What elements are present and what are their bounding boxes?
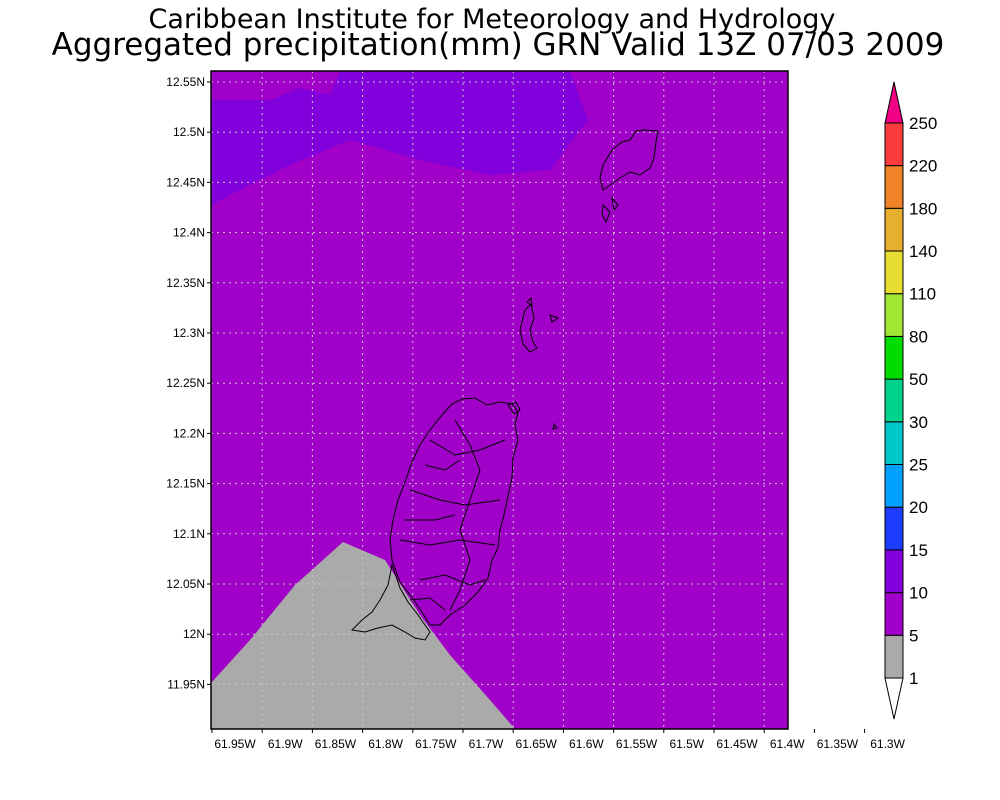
colorbar-swatch xyxy=(884,378,904,423)
title-line-1: Caribbean Institute for Meteorology and … xyxy=(149,4,836,35)
colorbar-label: 180 xyxy=(909,199,937,218)
precip-area-10-15 xyxy=(211,71,588,205)
lon-tick-label: 61.8W xyxy=(368,737,403,751)
colorbar-label: 80 xyxy=(909,327,928,346)
coastline-grenada xyxy=(350,397,519,641)
colorbar-label: 1 xyxy=(909,669,918,688)
colorbar-label: 110 xyxy=(909,285,936,304)
lat-tick-label: 12.1N xyxy=(173,527,205,541)
lon-tick-label: 61.7W xyxy=(469,737,504,751)
lat-tick-label: 12.35N xyxy=(166,276,205,290)
lat-tick-label: 12.5N xyxy=(173,125,205,139)
colorbar-swatch xyxy=(884,165,904,209)
colorbar-swatch xyxy=(884,634,904,679)
map-panel xyxy=(210,70,789,730)
colorbar-swatch xyxy=(884,250,904,295)
title-line-2: Aggregated precipitation(mm) GRN Valid 1… xyxy=(52,27,945,63)
longitude-axis: 61.95W 61.9W 61.85W 61.8W 61.75W 61.7W 61.65W 6… xyxy=(211,729,906,751)
latitude-axis: 12.55N 12.5N 12.45N 12.4N 12.35N 12.3N 12.25N 1… xyxy=(166,75,211,691)
colorbar-label: 50 xyxy=(909,370,928,389)
colorbar-swatch xyxy=(884,464,904,508)
colorbar-swatch xyxy=(884,293,904,337)
lon-tick-label: 61.45W xyxy=(716,737,758,751)
colorbar-swatch xyxy=(884,207,904,252)
lon-tick-label: 61.95W xyxy=(214,737,256,751)
colorbar-swatch xyxy=(884,549,904,594)
map-frame xyxy=(210,70,789,730)
colorbar-min-arrow xyxy=(884,677,904,720)
colorbar-swatch xyxy=(884,421,904,465)
lat-tick-label: 12.55N xyxy=(166,75,205,89)
colorbar-label: 140 xyxy=(909,242,937,261)
lon-tick-label: 61.65W xyxy=(516,737,558,751)
colorbar-label: 20 xyxy=(909,498,928,517)
lat-tick-label: 12.3N xyxy=(173,326,205,340)
colorbar-label: 30 xyxy=(909,413,928,432)
lon-tick-label: 61.5W xyxy=(669,737,704,751)
colorbar-swatch xyxy=(884,335,904,380)
lat-tick-label: 12N xyxy=(183,627,205,641)
colorbar-label: 25 xyxy=(909,456,928,475)
precip-shading xyxy=(211,71,788,729)
colorbar-swatches xyxy=(884,122,904,679)
map-gridlines xyxy=(211,71,788,729)
lon-tick-label: 61.55W xyxy=(616,737,658,751)
lon-tick-label: 61.85W xyxy=(315,737,357,751)
lon-tick-label: 61.6W xyxy=(569,737,604,751)
lat-tick-label: 12.25N xyxy=(166,376,205,390)
lon-tick-label: 61.3W xyxy=(870,737,905,751)
lon-tick-label: 61.35W xyxy=(817,737,859,751)
lat-tick-label: 12.2N xyxy=(173,426,205,440)
coastline-carriacou-islands xyxy=(507,129,659,430)
colorbar-label: 250 xyxy=(909,114,937,133)
lon-tick-label: 61.4W xyxy=(770,737,805,751)
precip-area-5-10-notch xyxy=(211,71,340,100)
colorbar-swatch xyxy=(884,592,904,636)
lon-tick-label: 61.75W xyxy=(415,737,457,751)
lat-tick-label: 12.15N xyxy=(166,477,205,491)
lat-tick-label: 12.4N xyxy=(173,226,205,240)
colorbar-label: 220 xyxy=(909,157,937,176)
lat-tick-label: 12.05N xyxy=(166,577,205,591)
colorbar-label: 15 xyxy=(909,541,928,560)
colorbar-swatch xyxy=(884,122,904,167)
colorbar-label: 10 xyxy=(909,584,928,603)
lon-tick-label: 61.9W xyxy=(268,737,303,751)
lat-tick-label: 12.45N xyxy=(166,175,205,189)
lat-tick-label: 11.95N xyxy=(167,677,205,691)
colorbar-swatch xyxy=(884,506,904,551)
colorbar-max-arrow xyxy=(884,81,904,124)
colorbar-label: 5 xyxy=(909,626,918,645)
